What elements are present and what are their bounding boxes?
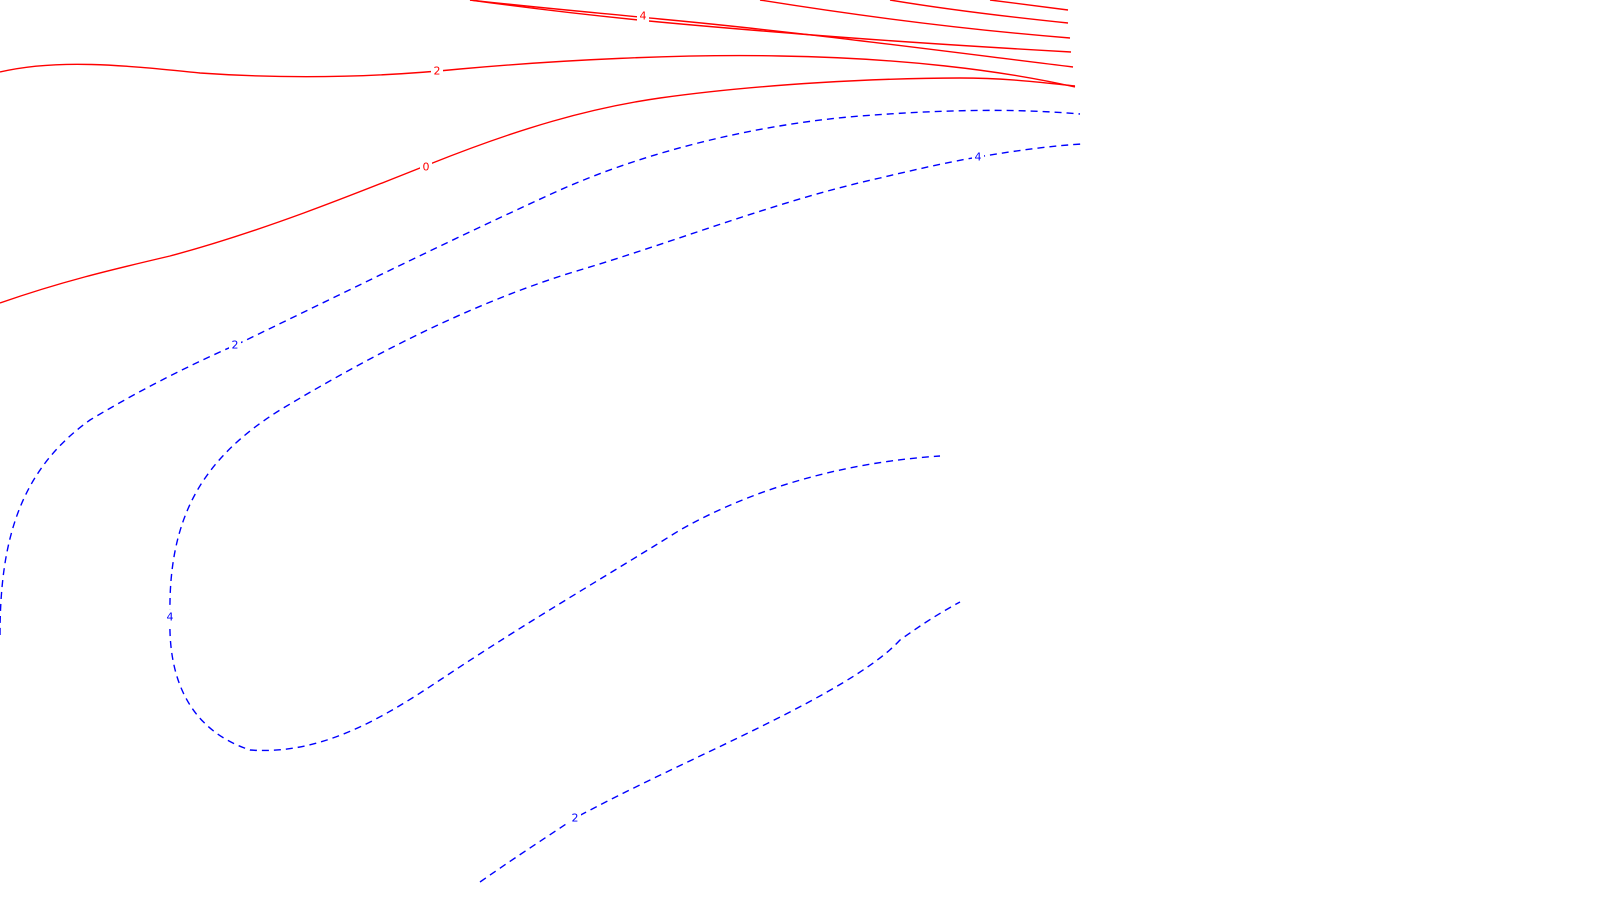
contour-line-pos-8: [759, 0, 1071, 39]
contour-line-pos-4: [469, 0, 1074, 68]
contour-line-neg-2-lower: [479, 601, 961, 883]
contour-label-neg-4: 4: [167, 611, 174, 624]
contour-line-neg-4-right: [977, 143, 1083, 158]
contour-label-bg-pos-4: [637, 9, 649, 23]
contour-label-neg-4-right: 4: [975, 151, 982, 164]
contour-label-bg-neg-4-right: [972, 150, 984, 164]
contour-labels: 4 2 0 2 4 4 2: [164, 9, 984, 825]
contour-label-bg-pos-2: [431, 64, 443, 78]
contour-line-pos-6: [469, 0, 1072, 53]
contour-line-pos-2: [0, 54, 1076, 88]
contour-line-neg-2-upper: [0, 109, 1081, 636]
contour-label-bg-pos-0: [420, 160, 432, 174]
contour-label-bg-neg-2-upper: [229, 338, 241, 352]
contour-lines: [0, 0, 1083, 883]
contour-label-bg-neg-4: [164, 610, 176, 624]
contour-label-neg-2-upper: 2: [232, 339, 239, 352]
contour-label-bg-neg-2-lower: [569, 811, 581, 825]
contour-label-pos-0: 0: [423, 161, 430, 174]
contour-label-neg-2-lower: 2: [572, 812, 579, 825]
contour-line-neg-4: [169, 156, 979, 752]
contour-line-pos-0: [0, 77, 1076, 304]
contour-line-pos-10: [889, 0, 1069, 24]
contour-line-pos-12: [989, 0, 1069, 11]
contour-label-pos-2: 2: [434, 65, 441, 78]
contour-label-pos-4: 4: [640, 10, 647, 23]
